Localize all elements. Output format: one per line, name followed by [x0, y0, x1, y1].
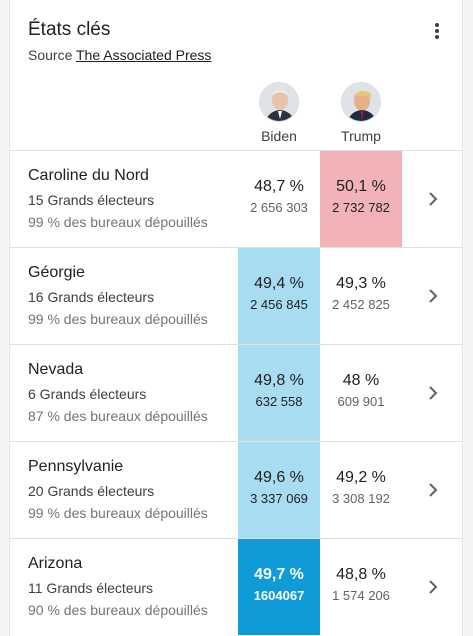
- state-row-nevada[interactable]: Nevada 6 Grands électeurs 87 % des burea…: [10, 344, 462, 441]
- trump-percent: 48 %: [342, 372, 380, 389]
- trump-votes: 609 901: [337, 394, 385, 409]
- trump-result: 49,2 % 3 308 192: [320, 442, 402, 538]
- chevron-right-icon[interactable]: [426, 578, 440, 596]
- chevron-right-icon[interactable]: [426, 384, 440, 402]
- state-electors: 16 Grands électeurs: [28, 289, 155, 305]
- trump-percent: 49,2 %: [336, 469, 386, 486]
- trump-votes: 1 574 206: [332, 588, 390, 603]
- candidate-name: Biden: [261, 128, 297, 144]
- state-row-north-carolina[interactable]: Caroline du Nord 15 Grands électeurs 99 …: [10, 150, 462, 247]
- trump-votes: 3 308 192: [332, 491, 390, 506]
- state-electors: 20 Grands électeurs: [28, 483, 155, 499]
- state-row-arizona[interactable]: Arizona 11 Grands électeurs 90 % des bur…: [10, 538, 462, 635]
- trump-votes: 2 732 782: [332, 200, 390, 215]
- trump-votes: 2 452 825: [332, 297, 390, 312]
- state-name: Nevada: [28, 361, 84, 378]
- chevron-right-icon[interactable]: [426, 190, 440, 208]
- trump-percent: 50,1 %: [336, 178, 386, 195]
- trump-percent: 49,3 %: [336, 275, 386, 292]
- biden-result: 49,6 % 3 337 069: [238, 442, 320, 538]
- chevron-right-icon[interactable]: [426, 481, 440, 499]
- biden-percent: 49,8 %: [254, 372, 304, 389]
- biden-percent: 49,6 %: [254, 469, 304, 486]
- candidate-trump: Trump: [321, 82, 401, 144]
- state-reporting: 99 % des bureaux dépouillés: [28, 505, 208, 521]
- biden-result: 49,7 % 1604067: [238, 539, 320, 635]
- state-electors: 6 Grands électeurs: [28, 386, 147, 402]
- state-row-pennsylvania[interactable]: Pennsylvanie 20 Grands électeurs 99 % de…: [10, 441, 462, 538]
- biden-votes: 1604067: [253, 588, 305, 603]
- state-row-georgia[interactable]: Géorgie 16 Grands électeurs 99 % des bur…: [10, 247, 462, 344]
- state-name: Pennsylvanie: [28, 458, 124, 475]
- biden-result: 49,4 % 2 456 845: [238, 248, 320, 344]
- chevron-right-icon[interactable]: [426, 287, 440, 305]
- biden-percent: 48,7 %: [254, 178, 304, 195]
- avatar: [341, 82, 381, 122]
- state-name: Caroline du Nord: [28, 167, 149, 184]
- trump-result: 49,3 % 2 452 825: [320, 248, 402, 344]
- state-reporting: 99 % des bureaux dépouillés: [28, 214, 208, 230]
- state-reporting: 90 % des bureaux dépouillés: [28, 602, 208, 618]
- trump-percent: 48,8 %: [336, 566, 386, 583]
- biden-votes: 3 337 069: [250, 491, 308, 506]
- card-header: États clés Source The Associated Press B…: [10, 0, 462, 150]
- state-reporting: 87 % des bureaux dépouillés: [28, 408, 208, 424]
- biden-percent: 49,7 %: [254, 566, 304, 583]
- biden-votes: 632 558: [255, 394, 303, 409]
- trump-result: 48 % 609 901: [320, 345, 402, 441]
- source-prefix: Source: [28, 47, 73, 63]
- candidate-biden: Biden: [239, 82, 319, 144]
- more-options-icon[interactable]: [430, 22, 444, 40]
- state-electors: 11 Grands électeurs: [28, 580, 154, 596]
- source-link[interactable]: The Associated Press: [76, 47, 212, 63]
- key-states-card: États clés Source The Associated Press B…: [9, 0, 463, 636]
- candidate-name: Trump: [341, 128, 381, 144]
- card-title: États clés: [28, 19, 111, 40]
- biden-result: 48,7 % 2 656 303: [238, 151, 320, 247]
- state-reporting: 99 % des bureaux dépouillés: [28, 311, 208, 327]
- source-line: Source The Associated Press: [28, 47, 211, 63]
- biden-result: 49,8 % 632 558: [238, 345, 320, 441]
- avatar: [259, 82, 299, 122]
- state-name: Géorgie: [28, 264, 85, 281]
- biden-votes: 2 656 303: [250, 200, 308, 215]
- state-name: Arizona: [28, 555, 83, 572]
- trump-result: 48,8 % 1 574 206: [320, 539, 402, 635]
- state-electors: 15 Grands électeurs: [28, 192, 155, 208]
- biden-percent: 49,4 %: [254, 275, 304, 292]
- biden-votes: 2 456 845: [250, 297, 308, 312]
- trump-result: 50,1 % 2 732 782: [320, 151, 402, 247]
